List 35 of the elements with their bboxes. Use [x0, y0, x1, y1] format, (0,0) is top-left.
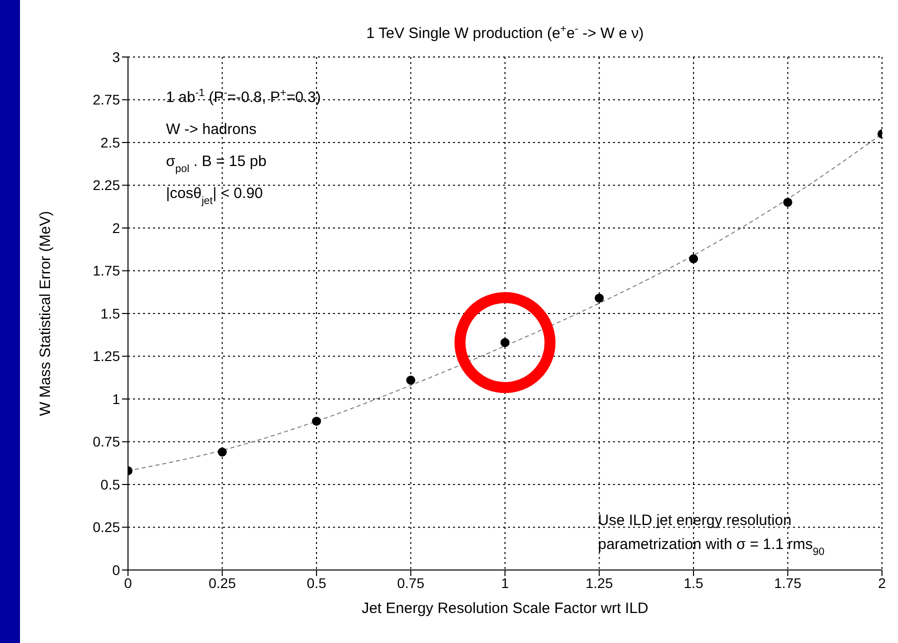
annotation: W -> hadrons [166, 121, 256, 138]
y-axis-title: W Mass Statistical Error (MeV) [37, 210, 54, 416]
y-tick-label: 2.25 [92, 177, 120, 194]
x-tick-label: 0.75 [397, 574, 425, 591]
y-tick-label: 1.75 [92, 262, 120, 279]
chart-title: 1 TeV Single W production (e$^{+}$e$^{-}$ -> W e ν) [366, 23, 644, 42]
point [218, 448, 227, 457]
x-tick-label: 1.25 [586, 574, 614, 591]
x-tick-label: 1 [501, 574, 510, 591]
x-tick-label: 0.5 [306, 574, 326, 591]
x-tick-label: 0.25 [208, 574, 236, 591]
annotation: parametrization with σ = 1.1 rms$_{90}$ [598, 536, 825, 558]
annotation: 1 ab$^{-1}$ (P$^{-}$=-0.8, P$^{+}$=0.3) [166, 87, 321, 106]
y-tick-label: 0.5 [100, 476, 120, 492]
point [783, 198, 792, 207]
y-tick-label: 3 [112, 48, 120, 65]
x-tick-label: 2 [878, 574, 886, 591]
point [594, 294, 604, 303]
y-tick-label: 0.75 [92, 434, 120, 450]
y-tick-label: 1 [112, 390, 120, 407]
y-tick-label: 0.25 [92, 519, 120, 536]
x-axis-title: Jet Energy Resolution Scale Factor wrt ILD [362, 600, 649, 617]
x-tick-label: 1.5 [684, 574, 704, 591]
y-tick-label: 1.25 [92, 348, 120, 364]
annotation: Use ILD jet energy resolution [598, 512, 792, 529]
x-tick-label: 1.75 [774, 574, 802, 591]
x-tick-label: 0 [124, 574, 132, 591]
point [688, 254, 698, 264]
y-tick-label: 2 [112, 220, 120, 236]
point [406, 376, 416, 385]
y-tick-label: 1.5 [100, 305, 120, 322]
y-tick-label: 0 [112, 562, 120, 578]
y-tick-label: 2.75 [92, 92, 120, 108]
point [312, 416, 322, 426]
y-tick-label: 2.5 [100, 134, 120, 150]
